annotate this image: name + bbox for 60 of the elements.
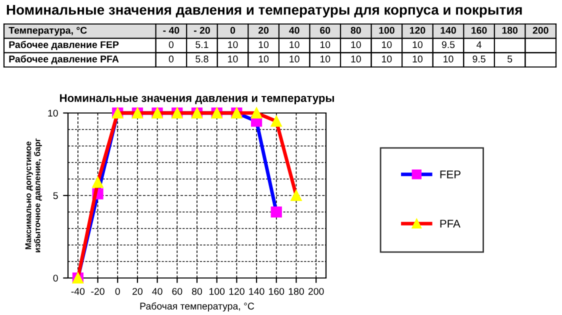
x-tick-label: 160 (472, 26, 487, 34)
data-label: 10 (351, 56, 361, 62)
x-tick-label: -20 (91, 288, 104, 295)
data-label: 5 (508, 56, 512, 62)
x-tick-label: 60 (172, 288, 182, 295)
x-tick-label: -40 (71, 288, 85, 295)
x-tick-label: 60 (320, 26, 330, 34)
data-label: 10 (412, 56, 422, 62)
data-label: 10 (444, 56, 454, 62)
x-tick-label: 120 (410, 26, 426, 34)
data-label: 10 (228, 56, 238, 62)
x-tick-label: 160 (269, 288, 284, 295)
x-tick-label: 100 (209, 288, 225, 295)
x-tick-label: 180 (288, 288, 304, 295)
y-tick-label: Рабочее давление FEP (9, 40, 119, 50)
x-tick-label: 140 (440, 26, 456, 34)
x-axis-title: Рабочая температура, °C (140, 302, 254, 312)
data-label: 10 (412, 41, 422, 48)
x-tick-label: 20 (258, 26, 269, 34)
x-tick-label: 0 (230, 26, 236, 34)
data-label: 10 (382, 41, 392, 48)
data-label: 10 (320, 41, 330, 48)
x-tick-label: 40 (152, 288, 162, 295)
data-label: 4 (476, 41, 482, 48)
data-label: 10 (228, 41, 238, 48)
data-label: 9.5 (472, 56, 486, 62)
data-label: 10 (290, 56, 300, 62)
data-label: 10 (382, 56, 392, 62)
y-axis-title: Максимально допустимое избыточное давление, барг (25, 138, 42, 252)
x-tick-label: 80 (350, 26, 361, 34)
chart-title: Номинальные значения давления и температуры (60, 94, 334, 104)
x-tick-label: 20 (132, 288, 142, 295)
y-tick-label: Рабочее давление PFA (9, 55, 119, 64)
legend-label: PFA (440, 220, 460, 228)
data-label: 10 (320, 56, 330, 62)
x-tick-label: 200 (532, 26, 548, 34)
y-tick-label: 0 (53, 274, 58, 282)
data-label: 9.5 (442, 41, 455, 48)
y-tick-label: 10 (48, 110, 58, 117)
x-tick-label: 180 (502, 26, 518, 34)
data-label: 10 (258, 41, 269, 48)
y-tick-label: 5 (53, 192, 58, 200)
x-tick-label: 200 (308, 288, 324, 295)
data-label: 5.8 (196, 56, 208, 62)
x-tick-label: - 20 (194, 26, 210, 34)
data-label: 5.1 (196, 41, 208, 48)
x-axis-title: Температура, °C (8, 26, 87, 36)
chart-title: Номинальные значения давления и температуры для корпуса и покрытия (6, 5, 522, 18)
data-label: 0 (168, 41, 174, 48)
x-tick-label: - 40 (163, 26, 180, 34)
data-label: 10 (351, 41, 361, 48)
x-tick-label: 120 (229, 288, 244, 295)
x-tick-label: 140 (249, 288, 264, 295)
data-label: 10 (290, 41, 300, 48)
x-tick-label: 40 (289, 26, 300, 34)
x-tick-label: 80 (192, 288, 202, 295)
x-tick-label: 100 (379, 26, 394, 34)
data-label: 0 (168, 56, 174, 62)
data-label: 10 (258, 56, 269, 62)
legend-label: FEP (440, 170, 460, 178)
